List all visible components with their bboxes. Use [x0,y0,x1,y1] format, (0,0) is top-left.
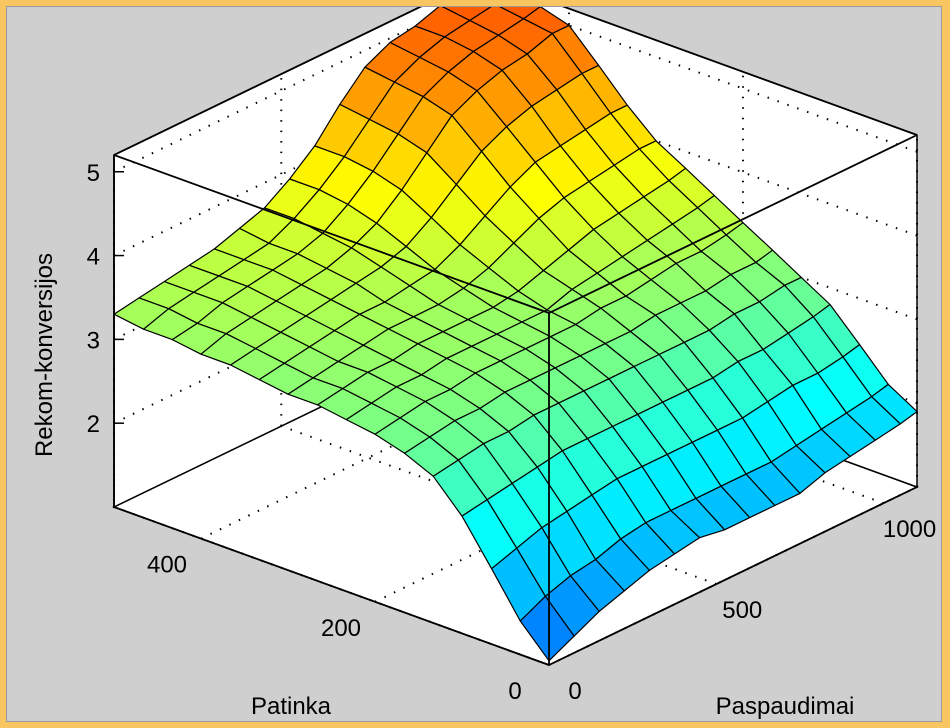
top-back-edge [113,7,423,156]
figure-frame: 2 3 4 5 0 500 1000 0 200 400 Rekom-konversijos Pa… [6,6,942,722]
y-tick-label: 0 [508,678,521,705]
z-axis-label: Rekom-konversijos [31,253,58,457]
z-tick-label: 5 [87,160,100,187]
surface-mesh [113,7,918,662]
top-edge-x [548,134,918,314]
x-tick-label: 0 [568,678,581,705]
y-axis-line [113,506,550,666]
y-tick-label: 200 [321,615,361,642]
front-edges [113,7,918,666]
z-tick-label: 3 [87,327,100,354]
grid-wall-z [481,76,918,237]
x-axis-label: Paspaudimai [716,693,855,720]
z-tick-label: 4 [87,244,100,271]
tick-labels: 2 3 4 5 0 500 1000 0 200 400 [87,160,937,705]
x-tick-label: 1000 [883,516,936,543]
top-right-edge [561,7,918,136]
top-edge-y [113,154,550,314]
grid-wall-z [515,7,918,153]
surface-patch [519,595,575,662]
surface-plot: 2 3 4 5 0 500 1000 0 200 400 Rekom-konversijos Pa… [31,7,937,720]
z-tick-label: 2 [87,411,100,438]
x-tick-label: 500 [722,597,762,624]
y-axis-label: Patinka [251,693,332,720]
y-tick-label: 400 [147,552,187,579]
x-axis-line [548,486,918,666]
